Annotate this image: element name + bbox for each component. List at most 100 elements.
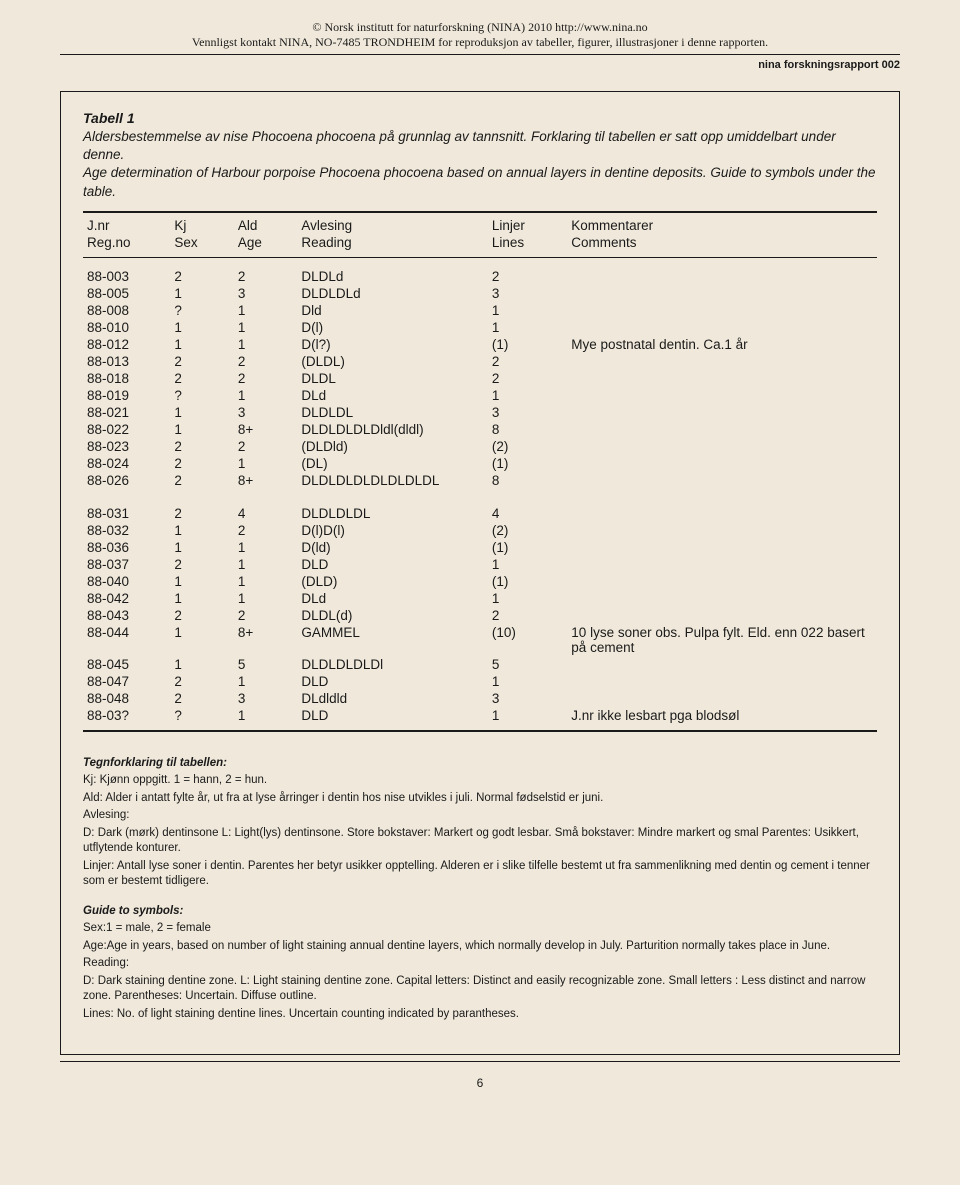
cell-reg: 88-012: [83, 336, 170, 353]
cell-comm: [567, 268, 877, 285]
caption-no: Aldersbestemmelse av nise Phocoena phoco…: [83, 129, 836, 162]
table-row: 88-04322DLDL(d)2: [83, 607, 877, 624]
cell-lines: (10): [488, 624, 567, 656]
cell-read: DLD: [297, 556, 488, 573]
cell-age: 2: [234, 353, 298, 370]
header-line-1: © Norsk institutt for naturforskning (NI…: [60, 20, 900, 35]
cell-lines: 2: [488, 353, 567, 370]
cell-comm: [567, 285, 877, 302]
cell-sex: 2: [170, 438, 234, 455]
cell-age: 8+: [234, 624, 298, 656]
col-comm-header: Kommentarer Comments: [567, 217, 877, 253]
cell-read: DLDL(d): [297, 607, 488, 624]
cell-lines: 2: [488, 370, 567, 387]
cell-lines: 1: [488, 673, 567, 690]
cell-comm: [567, 573, 877, 590]
cell-read: DLDLd: [297, 268, 488, 285]
cell-comm: [567, 690, 877, 707]
cell-sex: 1: [170, 624, 234, 656]
cell-sex: 1: [170, 285, 234, 302]
legend-no-heading: Tegnforklaring til tabellen:: [83, 756, 877, 772]
cell-lines: (2): [488, 522, 567, 539]
cell-comm: [567, 421, 877, 438]
cell-reg: 88-044: [83, 624, 170, 656]
cell-lines: 1: [488, 556, 567, 573]
caption-en: Age determination of Harbour porpoise Ph…: [83, 165, 876, 198]
legend-no-kj: Kj: Kjønn oppgitt. 1 = hann, 2 = hun.: [83, 773, 877, 789]
cell-age: 4: [234, 505, 298, 522]
cell-age: 2: [234, 268, 298, 285]
table-row: 88-02421(DL)(1): [83, 455, 877, 472]
cell-read: DLD: [297, 673, 488, 690]
cell-sex: 1: [170, 421, 234, 438]
legend-en: Guide to symbols: Sex:1 = male, 2 = fema…: [83, 904, 877, 1023]
cell-comm: 10 lyse soner obs. Pulpa fylt. Eld. enn …: [567, 624, 877, 656]
cell-age: 3: [234, 690, 298, 707]
cell-comm: [567, 656, 877, 673]
page-number: 6: [60, 1076, 900, 1090]
table-row: 88-04823DLdldld3: [83, 690, 877, 707]
cell-comm: [567, 522, 877, 539]
cell-sex: 2: [170, 505, 234, 522]
cell-lines: (2): [488, 438, 567, 455]
cell-reg: 88-043: [83, 607, 170, 624]
bottom-rule: [60, 1061, 900, 1062]
table-row: 88-01822DLDL2: [83, 370, 877, 387]
cell-reg: 88-010: [83, 319, 170, 336]
cell-reg: 88-023: [83, 438, 170, 455]
cell-read: D(ld): [297, 539, 488, 556]
report-label: nina forskningsrapport 002: [60, 59, 900, 71]
cell-read: D(l?): [297, 336, 488, 353]
cell-reg: 88-045: [83, 656, 170, 673]
cell-reg: 88-032: [83, 522, 170, 539]
legend-en-age: Age:Age in years, based on number of lig…: [83, 939, 877, 955]
cell-age: 1: [234, 319, 298, 336]
cell-lines: (1): [488, 455, 567, 472]
cell-comm: [567, 472, 877, 489]
legend-en-read-label: Reading:: [83, 956, 877, 972]
table-row: 88-04011(DLD)(1): [83, 573, 877, 590]
table-row: 88-01011D(l)1: [83, 319, 877, 336]
table-row: 88-03124DLDLDLDL4: [83, 505, 877, 522]
legend-no-avl-line: D: Dark (mørk) dentinsone L: Light(lys) …: [83, 826, 877, 857]
cell-read: Dld: [297, 302, 488, 319]
table-row: 88-02218+DLDLDLDLDldl(dldl)8: [83, 421, 877, 438]
cell-comm: [567, 607, 877, 624]
table-frame: Tabell 1 Aldersbestemmelse av nise Phoco…: [60, 91, 900, 1055]
cell-age: 2: [234, 522, 298, 539]
cell-comm: [567, 387, 877, 404]
cell-read: (DLDld): [297, 438, 488, 455]
col-read-header: Avlesing Reading: [297, 217, 488, 253]
table-head: J.nr Reg.no Kj Sex Ald Age Avlesing Read…: [83, 217, 877, 253]
cell-lines: (1): [488, 573, 567, 590]
cell-comm: [567, 319, 877, 336]
cell-age: 1: [234, 673, 298, 690]
table-row: 88-01211D(l?)(1)Mye postnatal dentin. Ca…: [83, 336, 877, 353]
cell-reg: 88-019: [83, 387, 170, 404]
col-age-header: Ald Age: [234, 217, 298, 253]
cell-sex: 1: [170, 590, 234, 607]
cell-sex: 1: [170, 539, 234, 556]
cell-reg: 88-03?: [83, 707, 170, 724]
cell-comm: [567, 539, 877, 556]
legend-no-avl-label: Avlesing:: [83, 808, 877, 824]
top-rule: [60, 54, 900, 55]
table-row: 88-00322DLDLd2: [83, 268, 877, 285]
cell-age: 5: [234, 656, 298, 673]
cell-age: 2: [234, 438, 298, 455]
table-row: 88-019?1DLd1: [83, 387, 877, 404]
table-row: 88-03721DLD1: [83, 556, 877, 573]
cell-age: 1: [234, 387, 298, 404]
cell-sex: 2: [170, 353, 234, 370]
cell-read: DLdldld: [297, 690, 488, 707]
cell-age: 8+: [234, 472, 298, 489]
legend: Tegnforklaring til tabellen: Kj: Kjønn o…: [83, 756, 877, 1023]
table-row: 88-04515DLDLDLDLDl5: [83, 656, 877, 673]
cell-read: DLDLDL: [297, 404, 488, 421]
cell-read: DLd: [297, 387, 488, 404]
cell-sex: 1: [170, 522, 234, 539]
cell-reg: 88-048: [83, 690, 170, 707]
cell-sex: ?: [170, 387, 234, 404]
cell-read: D(l): [297, 319, 488, 336]
cell-sex: ?: [170, 302, 234, 319]
